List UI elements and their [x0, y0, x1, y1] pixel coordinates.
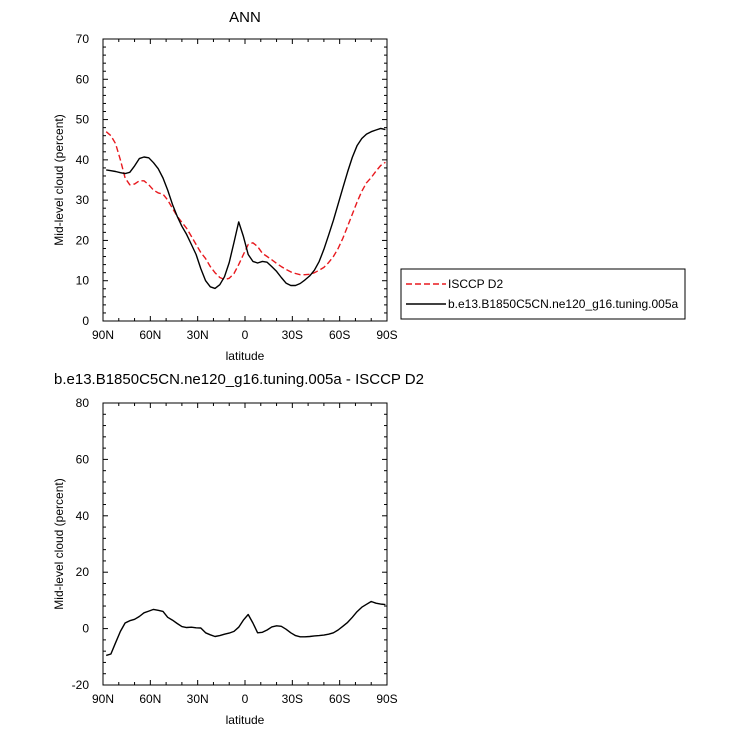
- y-tick-label: 50: [76, 113, 90, 127]
- x-axis-label: latitude: [226, 713, 265, 727]
- x-tick-label: 90S: [376, 692, 397, 706]
- x-tick-label: 0: [242, 692, 249, 706]
- x-tick-label: 30S: [282, 692, 303, 706]
- x-tick-label: 90N: [92, 328, 114, 342]
- y-tick-label: -20: [72, 678, 90, 692]
- bottom-chart: b.e13.B1850C5CN.ne120_g16.tuning.005a - …: [52, 371, 424, 727]
- x-tick-label: 0: [242, 328, 249, 342]
- y-tick-label: 20: [76, 233, 90, 247]
- legend-box: [400, 268, 686, 320]
- x-tick-label: 90N: [92, 692, 114, 706]
- chart-title: b.e13.B1850C5CN.ne120_g16.tuning.005a - …: [54, 371, 424, 388]
- y-axis-label: Mid-level cloud (percent): [52, 114, 66, 245]
- x-axis-label: latitude: [226, 349, 265, 363]
- x-tick-label: 30N: [187, 328, 209, 342]
- y-tick-label: 40: [76, 153, 90, 167]
- x-tick-label: 30N: [187, 692, 209, 706]
- y-tick-label: 30: [76, 193, 90, 207]
- y-tick-label: 0: [82, 314, 89, 328]
- series-line-0: [105, 131, 386, 281]
- series-line-0: [106, 600, 386, 657]
- series-line-1: [106, 127, 386, 290]
- plot-frame: [102, 402, 388, 686]
- legend-label-0: ISCCP D2: [448, 277, 503, 291]
- y-tick-label: 60: [76, 452, 90, 466]
- y-tick-label: 20: [76, 565, 90, 579]
- y-tick-label: 70: [76, 32, 90, 46]
- chart-title: ANN: [229, 9, 261, 26]
- x-tick-label: 60S: [329, 328, 350, 342]
- x-tick-label: 60S: [329, 692, 350, 706]
- y-tick-label: 0: [82, 622, 89, 636]
- y-tick-label: 80: [76, 396, 90, 410]
- y-tick-label: 60: [76, 72, 90, 86]
- top-chart-legend: ISCCP D2 b.e13.B1850C5CN.ne120_g16.tuning…: [400, 268, 686, 320]
- y-tick-label: 10: [76, 274, 90, 288]
- top-chart: ANN 90N 60N 30N 0 30S 60S 90S 0 10 20 30 40 50 60 70 lat…: [52, 9, 398, 363]
- x-tick-label: 60N: [139, 692, 161, 706]
- x-tick-label: 60N: [139, 328, 161, 342]
- x-tick-label: 30S: [282, 328, 303, 342]
- x-tick-label: 90S: [376, 328, 397, 342]
- plot-frame: [102, 38, 388, 322]
- y-axis-label: Mid-level cloud (percent): [52, 478, 66, 609]
- y-tick-label: 40: [76, 509, 90, 523]
- legend-label-1: b.e13.B1850C5CN.ne120_g16.tuning.005a: [448, 297, 679, 311]
